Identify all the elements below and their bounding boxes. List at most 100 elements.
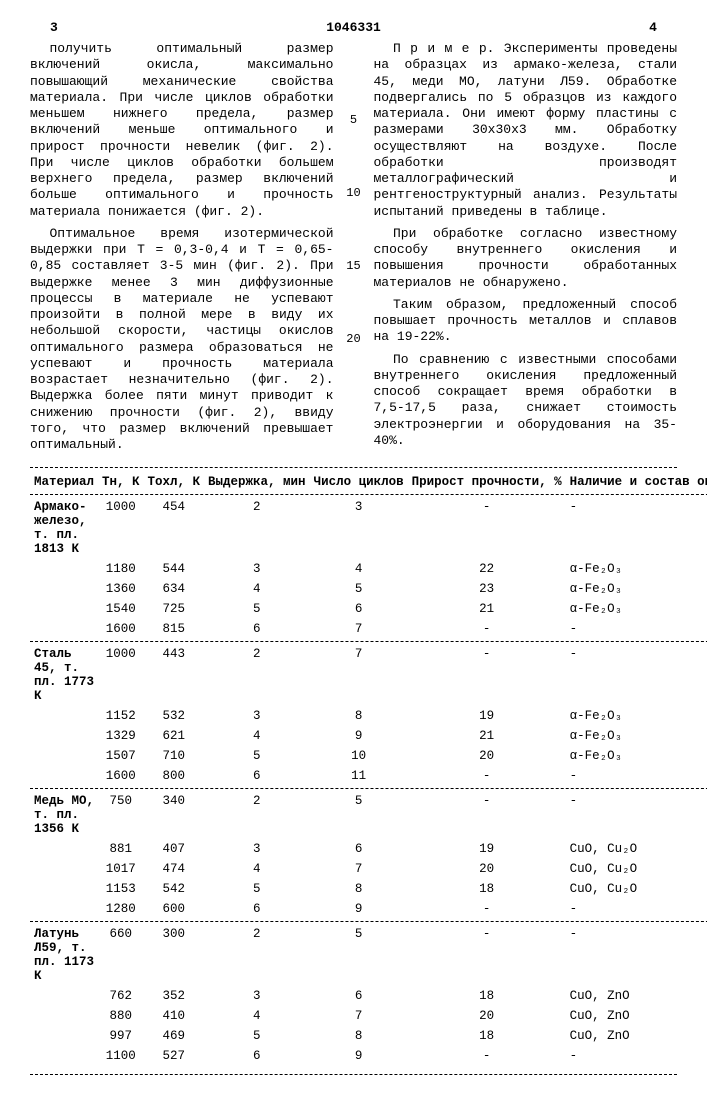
table-row: 150771051020α-Fe₂O₃ [30,746,707,766]
cell-oxides: α-Fe₂O₃ [566,726,707,746]
patent-number: 1046331 [326,20,381,35]
cell-num: 6 [204,619,310,639]
cell-oxides: - [566,619,707,639]
cell-num: 7 [310,644,408,706]
table-top-rule [30,467,677,468]
cell-num: 5 [310,924,408,986]
th-tohl: Тохл, К [144,472,205,492]
cell-num: 1540 [98,599,144,619]
cell-num: 621 [144,726,205,746]
th-oxides: Наличие и состав окислов [566,472,707,492]
cell-num: 997 [98,1026,144,1046]
table-row: 128060069-- [30,899,707,919]
cell-oxides: CuO, ZnO [566,986,707,1006]
cell-num: 881 [98,839,144,859]
cell-oxides: - [566,644,707,706]
cell-num: 725 [144,599,205,619]
cell-num: 1017 [98,859,144,879]
cell-num: 542 [144,879,205,899]
cell-num: 1600 [98,619,144,639]
left-column: получить оптимальный размер включений ок… [30,41,334,459]
cell-material: Медь МО, т. пл. 1356 К [30,791,98,839]
page: 3 1046331 4 получить оптимальный размер … [0,0,707,1109]
cell-num: 6 [310,986,408,1006]
cell-num: - [408,497,566,559]
right-p4: По сравнению с известными способами внут… [374,352,678,450]
cell-num: 340 [144,791,205,839]
cell-oxides: - [566,924,707,986]
cell-num: 443 [144,644,205,706]
cell-material [30,726,98,746]
cell-num: 23 [408,579,566,599]
cell-num: - [408,924,566,986]
page-num-left: 3 [50,20,58,35]
cell-num: 474 [144,859,205,879]
cell-material [30,1046,98,1066]
cell-num: 3 [204,986,310,1006]
cell-num: 3 [204,706,310,726]
cell-num: 20 [408,746,566,766]
line-num: 15 [346,259,362,274]
cell-material [30,746,98,766]
cell-oxides: α-Fe₂O₃ [566,706,707,726]
cell-num: 1280 [98,899,144,919]
cell-num: 469 [144,1026,205,1046]
cell-num: 18 [408,986,566,1006]
cell-num: 5 [204,879,310,899]
cell-num: 18 [408,1026,566,1046]
cell-num: - [408,619,566,639]
cell-num: 5 [204,1026,310,1046]
right-p2: При обработке согласно известному способ… [374,226,678,291]
cell-num: 407 [144,839,205,859]
cell-num: 7 [310,1006,408,1026]
cell-num: 1360 [98,579,144,599]
cell-num: 800 [144,766,205,786]
cell-num: 19 [408,706,566,726]
cell-num: 527 [144,1046,205,1066]
cell-num: - [408,791,566,839]
cell-num: 762 [98,986,144,1006]
table-row: 110052769-- [30,1046,707,1066]
cell-num: 6 [204,899,310,919]
cell-num: 4 [310,559,408,579]
th-tn: Тн, К [98,472,144,492]
th-hold: Выдержка, мин [204,472,310,492]
cell-num: 1180 [98,559,144,579]
cell-num: 21 [408,599,566,619]
table-row: 15407255621α-Fe₂O₃ [30,599,707,619]
right-p1: П р и м е р. Эксперименты проведены на о… [374,41,678,220]
cell-material [30,899,98,919]
cell-num: 1329 [98,726,144,746]
cell-num: 3 [204,559,310,579]
table-bottom-rule [30,1074,677,1075]
cell-num: 4 [204,1006,310,1026]
table-row: Сталь 45, т. пл. 1773 К100044327-- [30,644,707,706]
table-row: Латунь Л59, т. пл. 1173 К66030025-- [30,924,707,986]
cell-material: Сталь 45, т. пл. 1773 К [30,644,98,706]
table-row: 9974695818CuO, ZnO [30,1026,707,1046]
table-body: Армако-железо, т. пл. 1813 К100045423--1… [30,492,707,1066]
cell-material [30,559,98,579]
cell-num: 7 [310,859,408,879]
cell-num: 9 [310,726,408,746]
cell-num: 2 [204,791,310,839]
cell-oxides: α-Fe₂O₃ [566,579,707,599]
cell-num: 6 [204,766,310,786]
table-row: 10174744720CuO, Cu₂O [30,859,707,879]
cell-num: 6 [310,599,408,619]
table-row: 13606344523α-Fe₂O₃ [30,579,707,599]
cell-num: 815 [144,619,205,639]
cell-num: 1152 [98,706,144,726]
cell-num: 4 [204,726,310,746]
cell-material [30,839,98,859]
cell-num: 11 [310,766,408,786]
cell-num: 1000 [98,497,144,559]
cell-num: 9 [310,1046,408,1066]
cell-oxides: - [566,791,707,839]
cell-material [30,859,98,879]
cell-num: 410 [144,1006,205,1026]
cell-num: 4 [204,859,310,879]
cell-material [30,579,98,599]
cell-num: 3 [204,839,310,859]
left-p1: получить оптимальный размер включений ок… [30,41,334,220]
